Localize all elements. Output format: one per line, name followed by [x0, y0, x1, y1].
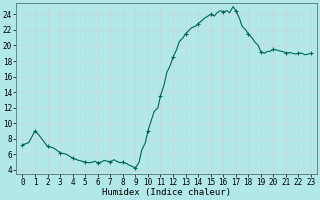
X-axis label: Humidex (Indice chaleur): Humidex (Indice chaleur)	[102, 188, 231, 197]
